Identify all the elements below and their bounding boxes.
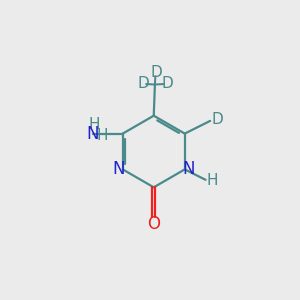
Text: N: N bbox=[112, 160, 125, 178]
Text: D: D bbox=[162, 76, 173, 91]
Text: D: D bbox=[211, 112, 223, 127]
Text: D: D bbox=[150, 65, 162, 80]
Text: H: H bbox=[206, 173, 218, 188]
Text: N: N bbox=[183, 160, 195, 178]
Text: H: H bbox=[89, 117, 100, 132]
Text: H: H bbox=[97, 128, 108, 143]
Text: N: N bbox=[86, 124, 99, 142]
Text: D: D bbox=[137, 76, 149, 91]
Text: O: O bbox=[147, 215, 160, 233]
